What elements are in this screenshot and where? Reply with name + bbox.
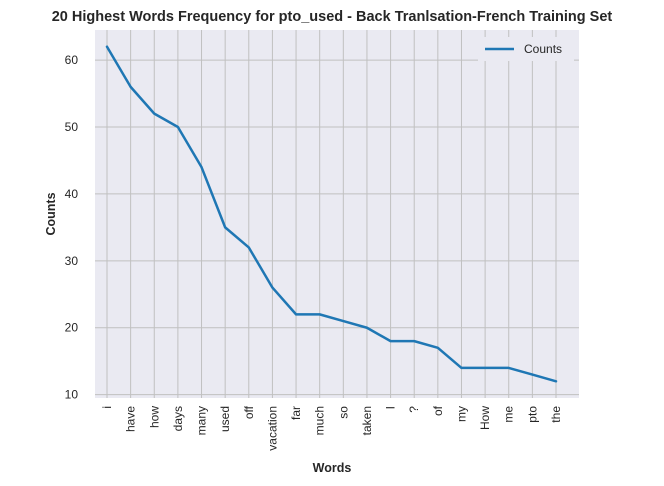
y-tick-label: 60 (65, 53, 79, 67)
legend-label-counts: Counts (524, 42, 562, 56)
x-tick-label: i (100, 406, 114, 409)
x-tick-label: so (336, 406, 350, 419)
x-tick-label: ? (407, 406, 421, 413)
x-tick-label: how (147, 406, 161, 428)
y-tick-label: 50 (65, 120, 79, 134)
x-tick-label: taken (360, 406, 374, 435)
legend: Counts (478, 37, 574, 61)
y-tick-label: 30 (65, 254, 79, 268)
x-tick-label: the (549, 406, 563, 423)
y-axis-label: Counts (44, 192, 58, 235)
x-tick-label: far (289, 406, 303, 420)
x-tick-label: used (218, 406, 232, 432)
chart-title: 20 Highest Words Frequency for pto_used … (52, 9, 613, 25)
x-tick-label: many (195, 406, 209, 435)
y-tick-label: 20 (65, 321, 79, 335)
x-tick-label: vacation (265, 406, 279, 451)
y-tick-label: 10 (65, 388, 79, 402)
x-tick-label: days (171, 406, 185, 431)
plot-area (95, 30, 579, 398)
x-tick-label: I (384, 406, 398, 409)
x-tick-label: How (478, 406, 492, 430)
x-tick-label: have (124, 406, 138, 432)
x-axis-label: Words (313, 461, 352, 475)
y-tick-label: 40 (65, 187, 79, 201)
y-tick-labels: 10 20 30 40 50 60 (65, 53, 79, 402)
x-tick-label: of (431, 405, 445, 416)
x-tick-label: me (502, 406, 516, 423)
x-tick-label: my (454, 406, 468, 422)
x-tick-label: off (242, 405, 256, 419)
x-tick-label: much (313, 406, 327, 435)
x-tick-labels: i have how days many used off vacation far much so… (100, 405, 563, 450)
x-tick-label: pto (525, 406, 539, 423)
